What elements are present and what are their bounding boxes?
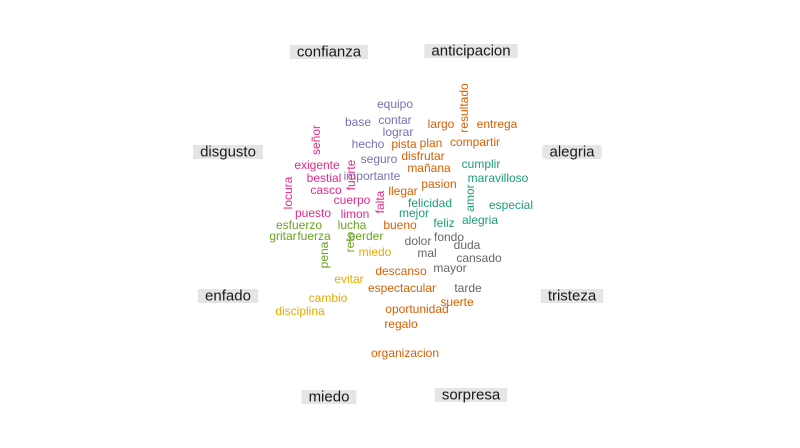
word-miedo: disciplina	[275, 304, 325, 318]
word-tristeza: duda	[454, 238, 481, 252]
word-disgusto: bestial	[307, 171, 342, 185]
word-disgusto: casco	[310, 183, 342, 197]
category-disgusto: disgusto	[193, 144, 263, 161]
word-alegria: mejor	[399, 206, 429, 220]
category-tristeza: tristeza	[540, 288, 604, 305]
word-confianza: contar	[378, 113, 411, 127]
category-label-miedo: miedo	[309, 389, 350, 406]
category-label-enfado: enfado	[205, 288, 251, 305]
word-enfado: pena	[317, 241, 331, 268]
category-confianza: confianza	[289, 44, 369, 61]
category-label-confianza: confianza	[297, 44, 362, 61]
word-sorpresa: espectacular	[368, 281, 436, 295]
word-enfado: reto	[343, 231, 357, 252]
word-sorpresa: oportunidad	[385, 302, 448, 316]
word-sorpresa: organizacion	[371, 346, 439, 360]
word-anticipacion: entrega	[477, 117, 518, 131]
category-alegria: alegria	[542, 144, 602, 161]
category-label-tristeza: tristeza	[548, 288, 597, 305]
word-disgusto: señor	[309, 125, 323, 155]
category-box-anticipacion	[424, 44, 518, 58]
word-disgusto: cuerpo	[334, 193, 371, 207]
category-sorpresa: sorpresa	[434, 387, 508, 404]
word-anticipacion: mañana	[407, 161, 451, 175]
word-anticipacion: resultado	[457, 83, 471, 133]
word-confianza: seguro	[361, 152, 398, 166]
word-confianza: base	[345, 115, 371, 129]
word-tristeza: fondo	[434, 230, 464, 244]
word-tristeza: dolor	[405, 234, 432, 248]
category-labels: confianza anticipacion alegria tristeza sorp…	[193, 43, 604, 406]
word-disgusto: fuerte	[344, 159, 358, 190]
word-confianza: equipo	[377, 97, 413, 111]
word-alegria: cumplir	[462, 157, 501, 171]
category-anticipacion: anticipacion	[424, 43, 518, 60]
category-box-tristeza	[540, 289, 604, 303]
word-enfado: lucha	[338, 218, 367, 232]
word-alegria: felicidad	[408, 196, 452, 210]
category-box-enfado	[198, 289, 258, 303]
category-miedo: miedo	[301, 389, 357, 406]
word-disgusto: falta	[373, 190, 387, 213]
word-disgusto: puesto	[295, 206, 331, 220]
word-alegria: maravilloso	[468, 171, 529, 185]
word-enfado: esfuerzo	[276, 218, 322, 232]
word-anticipacion: disfrutar	[401, 149, 444, 163]
word-anticipacion: pasion	[421, 177, 456, 191]
word-anticipacion: bueno	[383, 218, 417, 232]
category-enfado: enfado	[198, 288, 258, 305]
word-alegria: alegria	[462, 213, 498, 227]
word-anticipacion: plan	[420, 136, 443, 150]
word-disgusto: locura	[281, 176, 295, 209]
word-anticipacion: compartir	[450, 135, 500, 149]
word-tristeza: mayor	[433, 261, 466, 275]
word-confianza: hecho	[352, 137, 385, 151]
word-confianza: lograr	[383, 125, 414, 139]
category-box-sorpresa	[434, 388, 508, 402]
category-box-miedo	[301, 390, 357, 404]
word-sorpresa: regalo	[384, 317, 418, 331]
word-alegria: especial	[489, 198, 533, 212]
word-anticipacion: largo	[428, 117, 455, 131]
word-disgusto: exigente	[294, 158, 340, 172]
category-label-disgusto: disgusto	[200, 144, 256, 161]
word-enfado: fuerza	[297, 229, 331, 243]
category-label-sorpresa: sorpresa	[442, 387, 501, 404]
category-label-alegria: alegria	[549, 144, 595, 161]
word-miedo: cambio	[309, 291, 348, 305]
word-alegria: feliz	[433, 216, 454, 230]
category-box-confianza	[289, 45, 369, 59]
word-tristeza: tarde	[454, 281, 482, 295]
word-sorpresa: suerte	[440, 295, 474, 309]
word-tristeza: cansado	[456, 251, 502, 265]
word-anticipacion: llegar	[388, 184, 417, 198]
word-anticipacion: pista	[391, 137, 417, 151]
word-enfado: gritar	[269, 229, 296, 243]
category-label-anticipacion: anticipacion	[431, 43, 510, 60]
word-miedo: evitar	[334, 272, 363, 286]
word-tristeza: mal	[417, 246, 436, 260]
word-disgusto: limon	[341, 207, 370, 221]
word-miedo: miedo	[359, 245, 392, 259]
category-box-alegria	[542, 145, 602, 159]
category-box-disgusto	[193, 145, 263, 159]
word-enfado: perder	[349, 229, 384, 243]
word-confianza: importante	[344, 169, 401, 183]
word-sorpresa: descanso	[375, 264, 427, 278]
word-alegria: amor	[463, 184, 477, 211]
